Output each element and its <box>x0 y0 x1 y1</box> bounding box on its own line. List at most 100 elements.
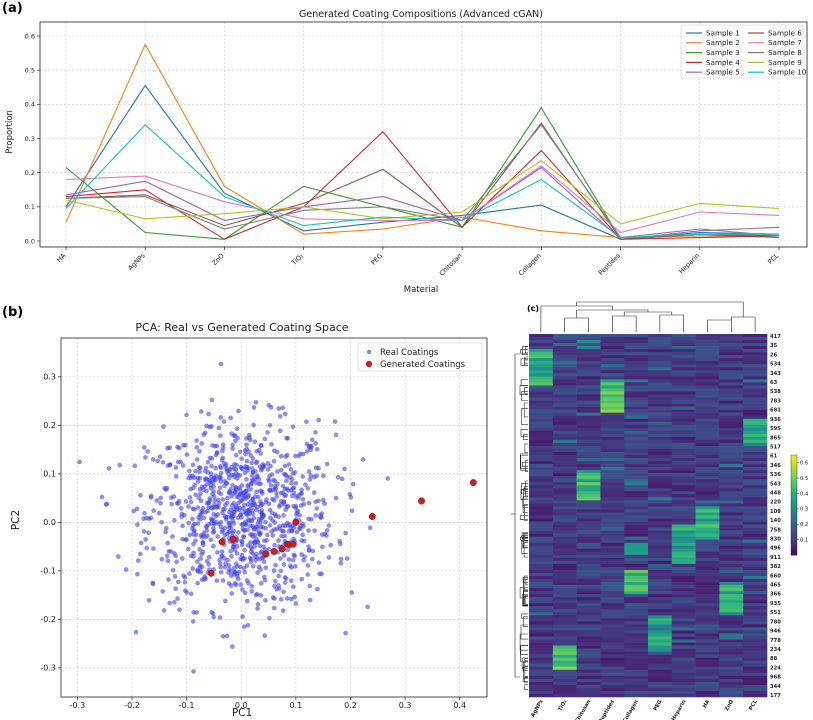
heatmap-cell <box>695 515 720 519</box>
real-point <box>284 504 290 510</box>
real-point <box>282 411 288 417</box>
dendrogram-link <box>520 455 528 469</box>
heatmap-cell <box>695 421 720 426</box>
real-point <box>281 471 287 477</box>
heatmap-cell <box>695 439 720 444</box>
heatmap-cell <box>719 594 744 598</box>
heatmap-cell <box>743 572 768 577</box>
heatmap-cell <box>600 654 625 658</box>
heatmap-cell <box>671 539 696 544</box>
real-point <box>290 557 296 563</box>
heatmap-cell <box>624 582 649 586</box>
heatmap-cell <box>600 500 625 504</box>
real-point <box>233 466 239 472</box>
heatmap-cell <box>576 542 601 547</box>
heatmap-cell <box>529 560 554 565</box>
heatmap-cell <box>719 542 744 547</box>
heatmap-cell <box>576 618 601 622</box>
heatmap-cell <box>529 533 554 537</box>
real-point <box>197 547 203 552</box>
real-point <box>173 473 179 479</box>
real-point <box>248 544 254 550</box>
heatmap-cell <box>529 630 554 634</box>
heatmap-cell <box>719 346 744 350</box>
heatmap-cell <box>576 576 601 580</box>
real-point <box>322 501 327 507</box>
heatmap-cell <box>695 597 720 601</box>
real-point <box>197 469 202 475</box>
plot-frame <box>60 337 488 698</box>
heatmap-cell <box>600 488 625 492</box>
heatmap-cell <box>671 476 696 480</box>
heatmap-cell <box>695 681 720 686</box>
heatmap-cell <box>671 666 696 671</box>
real-point <box>165 558 171 564</box>
real-point <box>224 514 230 520</box>
real-point <box>229 431 235 437</box>
real-point <box>215 549 220 555</box>
dendrogram-link <box>520 429 528 437</box>
heatmap-cell <box>743 666 768 671</box>
heatmap-cell <box>671 582 696 586</box>
heatmap-cell <box>529 376 554 380</box>
heatmap-cell <box>671 373 696 377</box>
row-label: 595 <box>770 426 781 432</box>
dendrogram-link <box>514 353 520 678</box>
row-label: 417 <box>770 334 781 340</box>
heatmap-cell <box>552 585 577 589</box>
heatmap-cell <box>576 591 601 595</box>
heatmap-cell <box>743 579 768 583</box>
heatmap-cell <box>743 451 768 456</box>
heatmap-cell <box>600 690 625 695</box>
heatmap-cell <box>576 563 601 568</box>
heatmap-cell <box>600 615 625 619</box>
heatmap-cell <box>529 364 554 368</box>
real-point <box>231 521 237 526</box>
heatmap-cell <box>648 394 673 398</box>
heatmap-cell <box>552 418 577 423</box>
heatmap-cell <box>576 515 601 519</box>
real-point <box>258 481 263 487</box>
row-label: 543 <box>770 481 781 487</box>
heatmap-cell <box>624 448 649 453</box>
dendrogram-link <box>522 577 528 583</box>
real-point <box>163 529 168 535</box>
heatmap-cell <box>719 645 744 649</box>
heatmap-cell <box>648 391 673 395</box>
heatmap-cell <box>648 334 673 338</box>
heatmap-cell <box>624 639 649 643</box>
heatmap-cell <box>576 488 601 492</box>
heatmap-cell <box>529 651 554 655</box>
real-point <box>262 538 267 544</box>
dendrogram-link <box>523 575 528 592</box>
heatmap-cell <box>529 687 554 692</box>
heatmap-cell <box>624 693 649 698</box>
real-point <box>283 576 289 581</box>
heatmap-cell <box>671 518 696 522</box>
heatmap-cell <box>576 630 601 634</box>
dendrogram-link <box>521 613 528 619</box>
real-point <box>172 574 178 579</box>
real-point <box>210 530 216 535</box>
real-point <box>255 606 260 611</box>
heatmap-cell <box>695 476 720 480</box>
heatmap-cell <box>576 448 601 453</box>
heatmap-cell <box>600 576 625 580</box>
heatmap-cell <box>648 600 673 604</box>
real-point <box>288 596 294 602</box>
heatmap-cell <box>552 415 577 419</box>
heatmap-cell <box>624 530 649 534</box>
real-point <box>219 549 225 555</box>
heatmap-cell <box>576 666 601 671</box>
heatmap-cell <box>552 343 577 347</box>
real-point <box>222 502 228 508</box>
real-point <box>215 512 221 517</box>
real-point <box>271 568 277 573</box>
heatmap-cell <box>695 527 720 531</box>
real-point <box>242 569 248 575</box>
heatmap-cell <box>648 491 673 495</box>
heatmap-cell <box>743 651 768 655</box>
y-axis-label: PC2 <box>10 510 22 530</box>
colorbar-step <box>791 530 797 533</box>
heatmap-cell <box>648 409 673 413</box>
